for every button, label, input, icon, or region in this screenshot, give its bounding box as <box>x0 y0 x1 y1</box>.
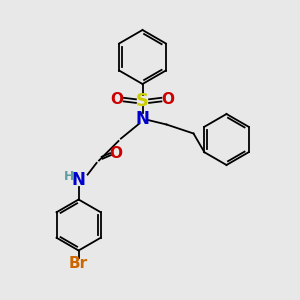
Text: S: S <box>136 92 149 110</box>
Text: O: O <box>109 146 122 160</box>
Text: N: N <box>136 110 149 128</box>
Text: O: O <box>110 92 124 106</box>
Text: O: O <box>161 92 175 106</box>
Text: H: H <box>64 170 74 183</box>
Text: Br: Br <box>69 256 88 271</box>
Text: N: N <box>72 171 86 189</box>
